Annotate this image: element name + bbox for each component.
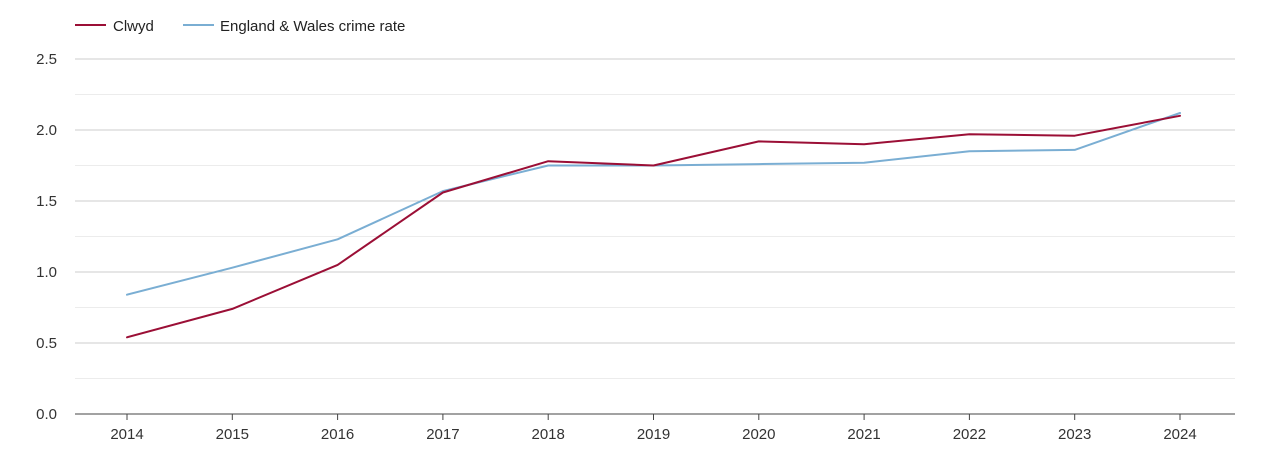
y-tick-label: 0.0	[36, 406, 57, 423]
legend-label-england-wales[interactable]: England & Wales crime rate	[220, 18, 405, 35]
x-tick-label: 2022	[953, 426, 986, 443]
x-tick-label: 2024	[1163, 426, 1196, 443]
legend: Clwyd England & Wales crime rate	[75, 18, 405, 35]
y-axis: 0.0 0.5 1.0 1.5 2.0 2.5	[36, 51, 57, 423]
series-line-england-wales[interactable]	[126, 112, 1181, 296]
x-tick-label: 2015	[216, 426, 249, 443]
x-tick-label: 2014	[110, 426, 143, 443]
x-tick-label: 2020	[742, 426, 775, 443]
x-tick-label: 2017	[426, 426, 459, 443]
y-tick-label: 1.5	[36, 193, 57, 210]
x-tick-label: 2019	[637, 426, 670, 443]
y-tick-label: 2.0	[36, 122, 57, 139]
y-tick-label: 2.5	[36, 51, 57, 68]
legend-label-clwyd[interactable]: Clwyd	[113, 18, 154, 35]
x-axis: 2014 2015 2016 2017 2018 2019 2020 2021 2022 2023…	[110, 414, 1197, 443]
x-tick-label: 2016	[321, 426, 354, 443]
y-tick-label: 1.0	[36, 264, 57, 281]
x-tick-label: 2021	[847, 426, 880, 443]
x-tick-label: 2018	[532, 426, 565, 443]
y-tick-label: 0.5	[36, 335, 57, 352]
x-tick-label: 2023	[1058, 426, 1091, 443]
series-lines	[126, 112, 1181, 339]
series-line-clwyd[interactable]	[126, 114, 1181, 339]
grid-lines	[75, 58, 1235, 415]
